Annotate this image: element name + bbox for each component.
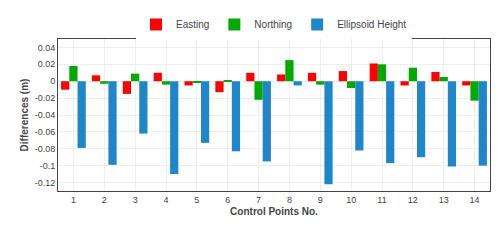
svg-text:Easting: Easting <box>176 19 209 30</box>
svg-text:-0.1: -0.1 <box>40 161 56 171</box>
svg-text:1: 1 <box>71 195 76 205</box>
svg-text:-0.06: -0.06 <box>35 127 56 137</box>
svg-text:13: 13 <box>439 195 449 205</box>
svg-text:5: 5 <box>194 195 199 205</box>
svg-text:-0.08: -0.08 <box>35 144 56 154</box>
svg-text:7: 7 <box>256 195 261 205</box>
svg-text:14: 14 <box>470 195 480 205</box>
svg-text:0.04: 0.04 <box>38 43 56 53</box>
svg-text:Differences (m): Differences (m) <box>19 79 30 152</box>
svg-text:-0.02: -0.02 <box>35 93 56 103</box>
svg-text:10: 10 <box>346 195 356 205</box>
svg-text:4: 4 <box>163 195 168 205</box>
svg-text:-0.12: -0.12 <box>35 178 56 188</box>
svg-text:0.02: 0.02 <box>38 59 56 69</box>
svg-text:6: 6 <box>225 195 230 205</box>
svg-text:Ellipsoid Height: Ellipsoid Height <box>337 19 406 30</box>
svg-text:Control Points No.: Control Points No. <box>230 206 318 217</box>
svg-text:Northing: Northing <box>254 19 292 30</box>
svg-text:8: 8 <box>287 195 292 205</box>
svg-text:12: 12 <box>408 195 418 205</box>
svg-text:9: 9 <box>318 195 323 205</box>
svg-text:-0.04: -0.04 <box>35 110 56 120</box>
svg-text:11: 11 <box>377 195 386 205</box>
svg-text:0: 0 <box>50 76 55 86</box>
svg-text:3: 3 <box>133 195 138 205</box>
svg-text:2: 2 <box>102 195 107 205</box>
